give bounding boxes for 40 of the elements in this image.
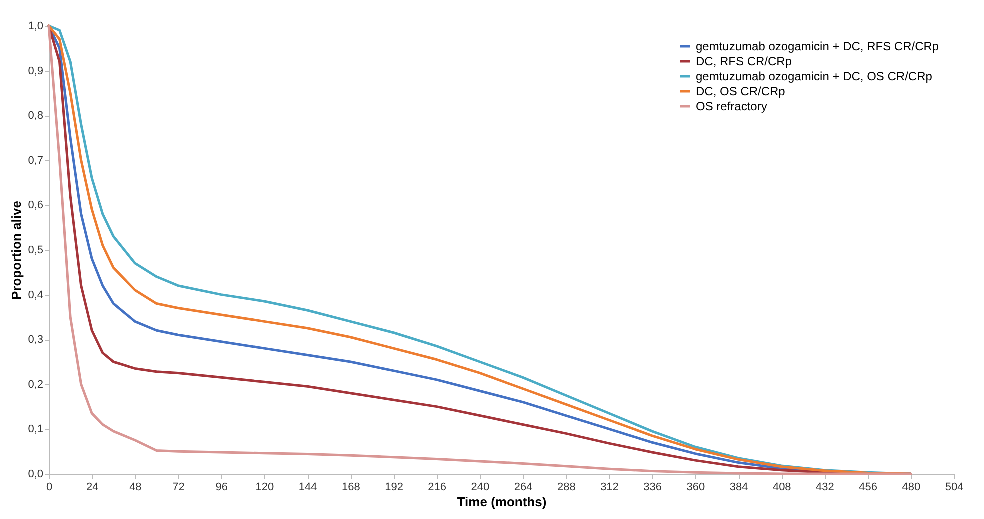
y-tick-label: 0,4 <box>28 289 44 302</box>
x-tick-label: 96 <box>216 482 228 494</box>
y-tick-label: 1,0 <box>28 20 44 32</box>
legend-label: DC, OS CR/CRp <box>696 84 786 98</box>
y-tick-label: 0,7 <box>28 154 44 167</box>
x-tick-label: 312 <box>600 482 619 494</box>
x-tick-label: 432 <box>816 482 834 494</box>
x-tick-label: 0 <box>46 482 53 494</box>
x-tick-label: 48 <box>130 482 142 494</box>
x-tick-label: 384 <box>730 482 748 494</box>
x-tick-label: 168 <box>342 482 360 494</box>
y-tick-label: 0,2 <box>28 378 44 391</box>
y-tick-label: 0,3 <box>28 334 44 346</box>
legend-label: DC, RFS CR/CRp <box>696 54 792 68</box>
x-tick-label: 504 <box>945 482 964 494</box>
legend-label: gemtuzumab ozogamicin + DC, OS CR/CRp <box>696 70 933 84</box>
x-tick-label: 144 <box>298 482 318 494</box>
x-tick-label: 456 <box>859 482 878 494</box>
x-tick-label: 240 <box>471 482 490 494</box>
y-tick-label: 0,0 <box>28 468 44 480</box>
x-tick-label: 24 <box>86 482 99 494</box>
x-tick-label: 336 <box>644 482 662 494</box>
legend-label: gemtuzumab ozogamicin + DC, RFS CR/CRp <box>696 40 940 54</box>
y-tick-label: 0,5 <box>28 244 44 256</box>
x-tick-label: 192 <box>385 482 404 494</box>
y-tick-label: 0,1 <box>28 424 44 436</box>
x-tick-label: 216 <box>428 482 447 494</box>
x-tick-label: 120 <box>256 482 274 494</box>
x-tick-label: 288 <box>557 482 576 494</box>
x-tick-label: 72 <box>172 482 185 494</box>
y-tick-label: 0,9 <box>28 65 44 78</box>
y-axis-title: Proportion alive <box>9 201 24 300</box>
x-tick-label: 360 <box>686 482 706 494</box>
x-tick-label: 264 <box>514 482 533 494</box>
x-axis-title: Time (months) <box>457 494 547 510</box>
legend-label: OS refractory <box>696 100 768 114</box>
x-tick-label: 408 <box>772 482 792 494</box>
x-tick-label: 480 <box>902 482 921 494</box>
y-tick-label: 0,6 <box>28 200 44 212</box>
y-tick-label: 0,8 <box>28 110 44 122</box>
